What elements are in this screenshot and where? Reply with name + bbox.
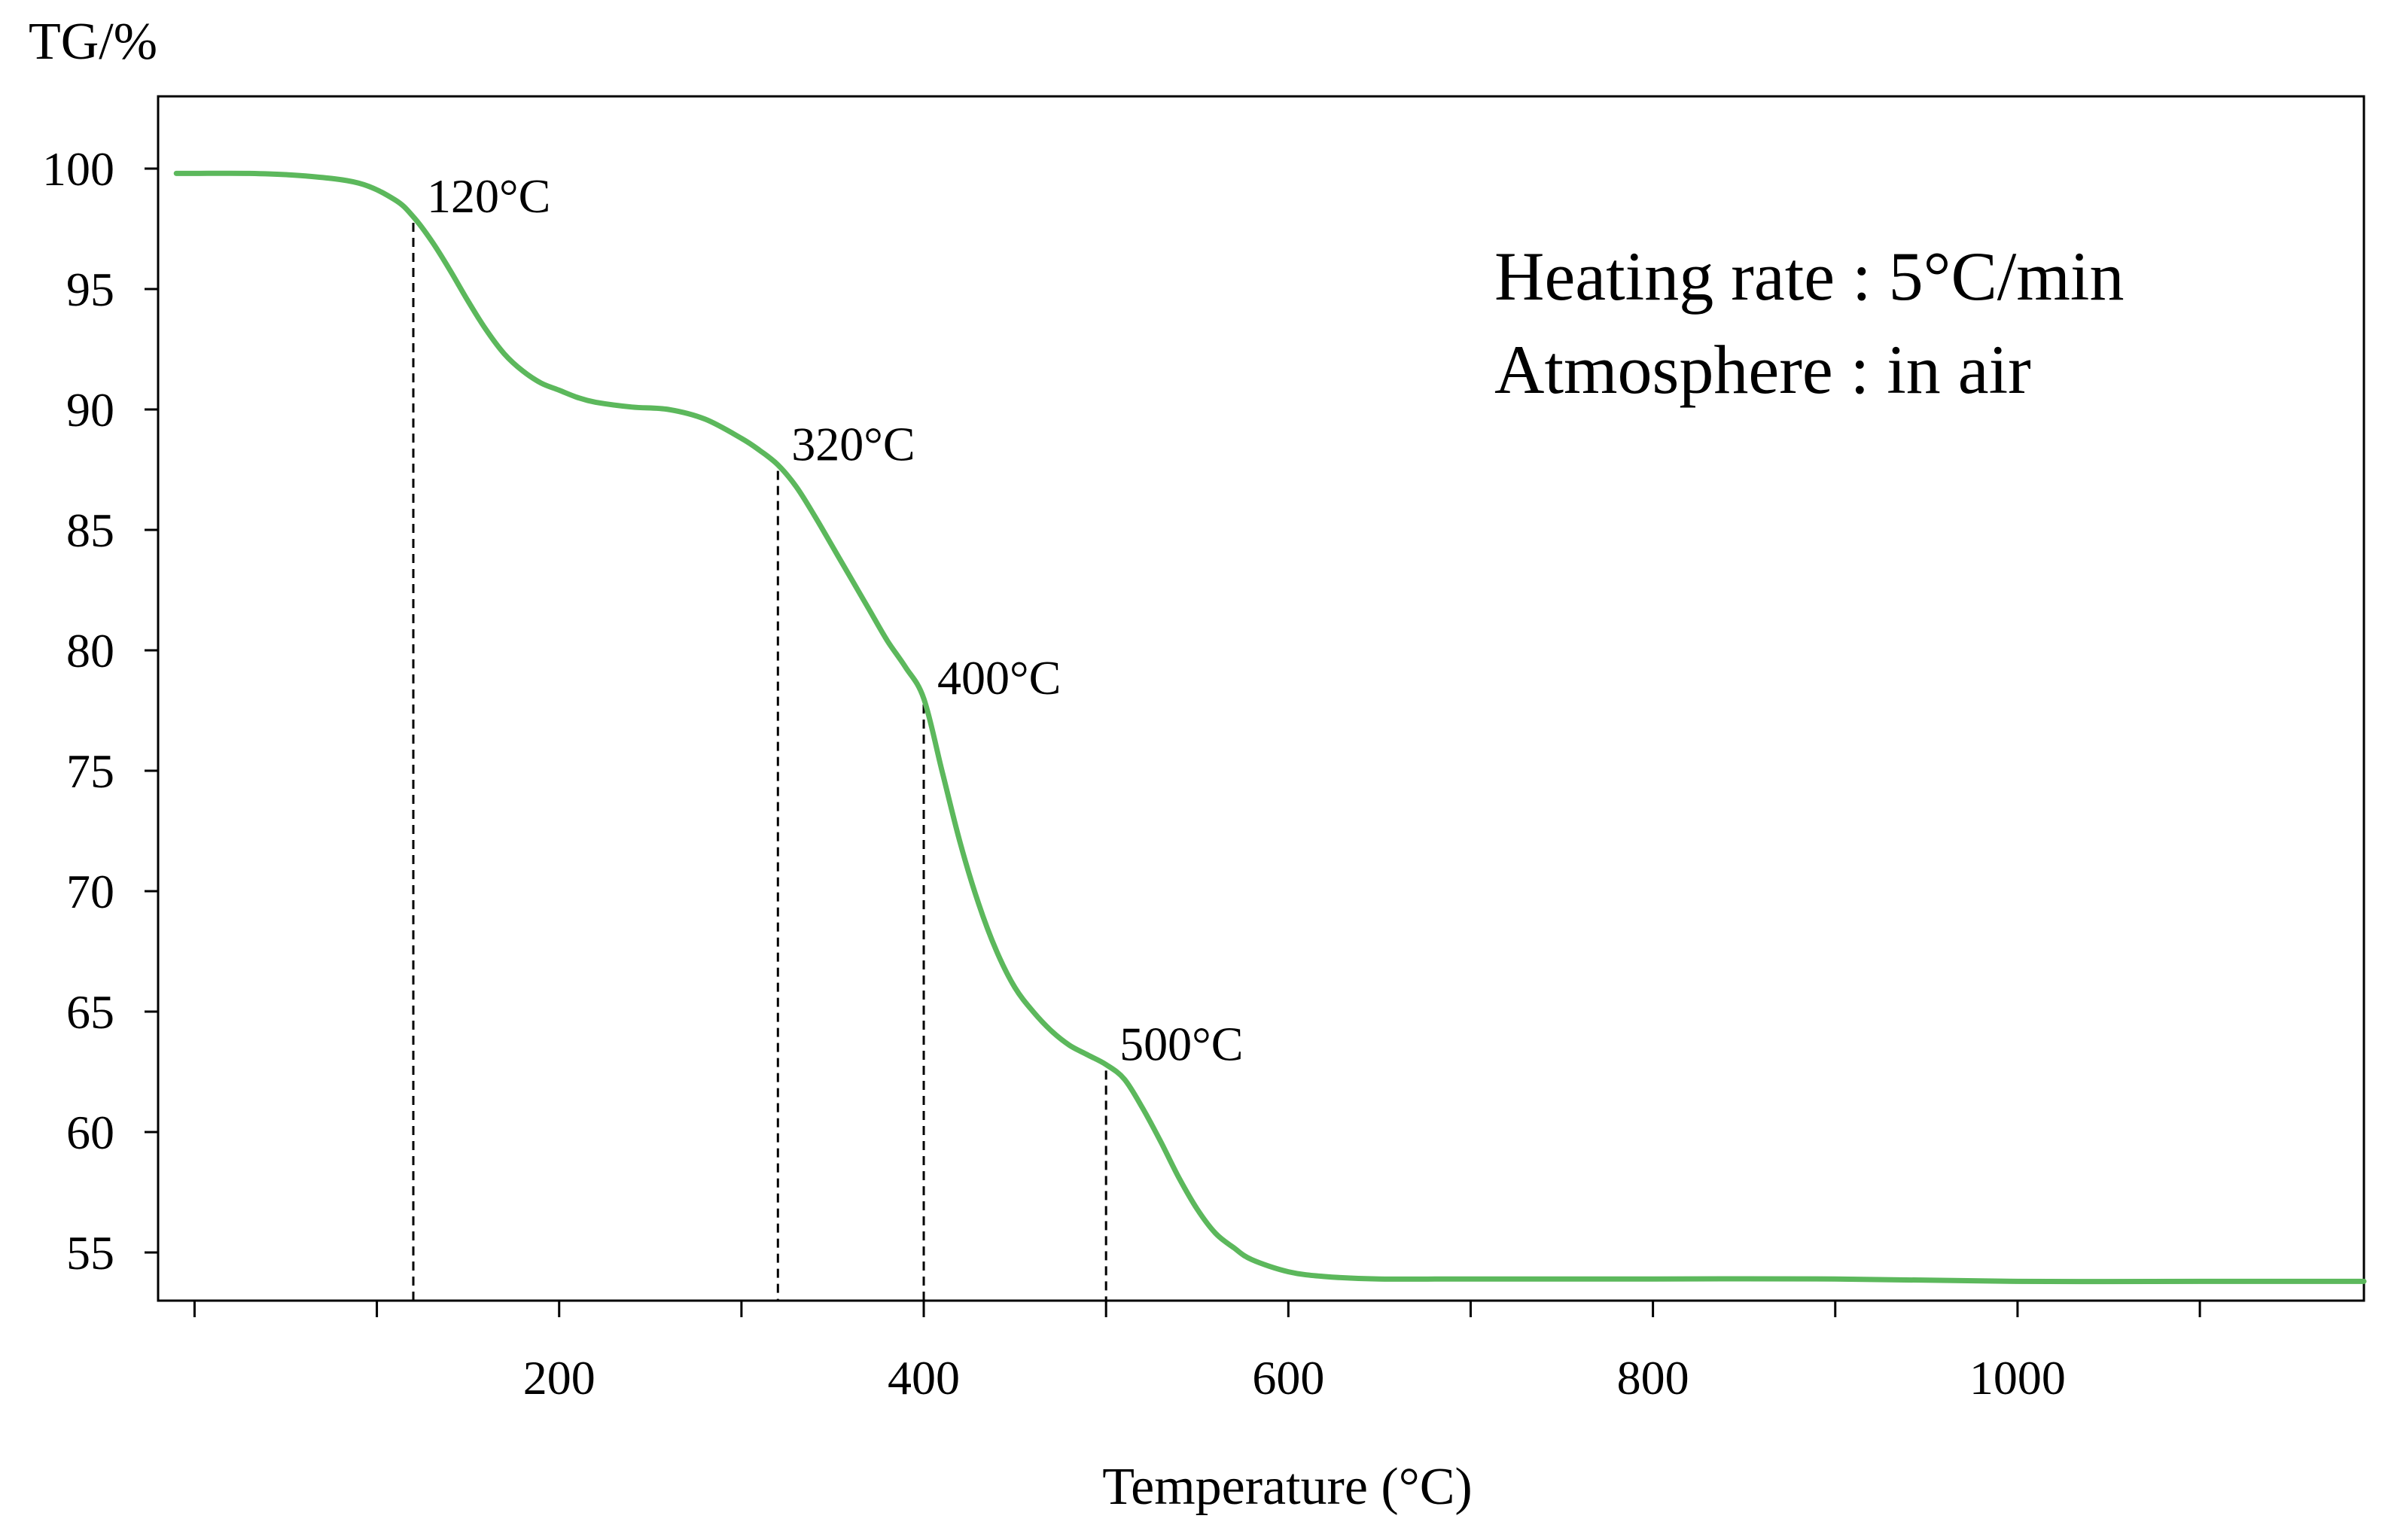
y-axis: 55 60 65 70 75 80 85 90 95 100 [42, 142, 158, 1280]
marker-label: 320°C [791, 418, 915, 471]
y-tick-label: 80 [66, 624, 114, 677]
y-tick-label: 100 [42, 142, 114, 196]
x-tick-label: 400 [888, 1351, 960, 1405]
marker-label: 120°C [427, 169, 550, 223]
y-tick-label: 65 [66, 985, 114, 1039]
y-axis-title: TG/% [29, 13, 157, 71]
x-axis: 200 400 600 800 1000 [193, 1301, 2201, 1405]
atmosphere-note: Atmosphere : in air [1494, 331, 2031, 408]
y-tick-label: 70 [66, 865, 114, 918]
x-tick-label: 1000 [1969, 1351, 2066, 1405]
y-tick-label: 55 [66, 1226, 114, 1280]
x-tick-label: 200 [523, 1351, 595, 1405]
x-tick-label: 600 [1252, 1351, 1324, 1405]
y-tick-label: 60 [66, 1106, 114, 1159]
y-tick-label: 95 [66, 263, 114, 316]
x-axis-title: Temperature (°C) [1102, 1458, 1472, 1516]
y-tick-label: 90 [66, 383, 114, 437]
x-tick-label: 800 [1617, 1351, 1689, 1405]
marker-label: 400°C [937, 651, 1061, 705]
y-tick-label: 75 [66, 744, 114, 798]
heating-rate-note: Heating rate : 5°C/min [1494, 238, 2125, 315]
y-tick-label: 85 [66, 504, 114, 557]
tg-curve [173, 170, 2367, 1285]
marker-label: 500°C [1119, 1017, 1243, 1070]
plot-frame [157, 95, 2365, 1302]
temperature-markers: 120°C 320°C 400°C 500°C [412, 169, 1243, 1301]
